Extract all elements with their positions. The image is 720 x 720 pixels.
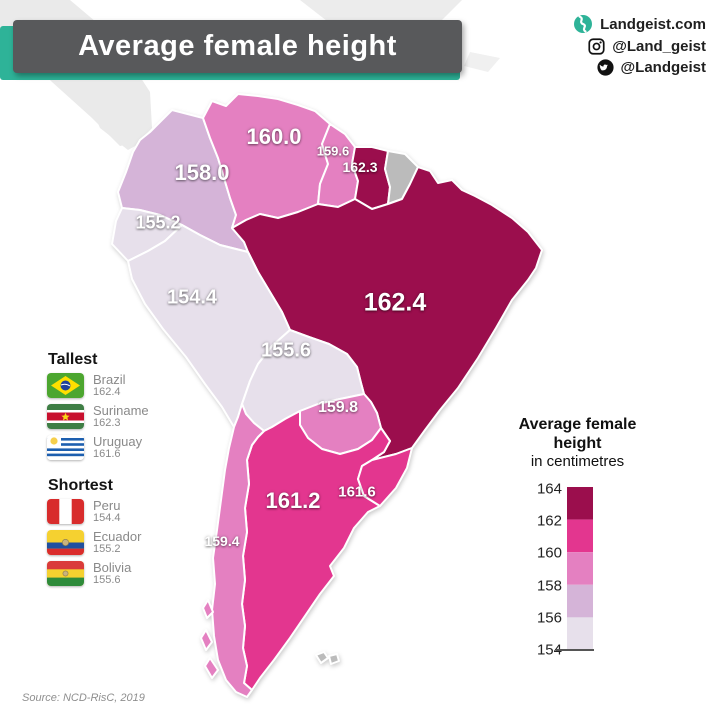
rank-row-ecuador: Ecuador 155.2: [47, 530, 141, 555]
map-label-guyana: 159.6: [316, 143, 350, 159]
map-label-colombia: 158.0: [174, 160, 230, 185]
map-label-suriname: 162.3: [342, 159, 378, 175]
legend-baseline-tick: [556, 649, 594, 651]
tallest-heading: Tallest: [48, 351, 98, 368]
rank-country-value: 155.2: [93, 543, 121, 555]
bolivia-flag-icon: [47, 561, 84, 586]
rank-row-uruguay: Uruguay 161.6: [47, 435, 142, 460]
instagram-icon: [588, 38, 605, 55]
social-links: Landgeist.com @Land_geist @Landgeist: [573, 14, 706, 76]
legend-title-bold: Average female height: [518, 416, 637, 452]
suriname-flag-icon: [47, 404, 84, 429]
website-link[interactable]: Landgeist.com: [573, 14, 706, 34]
map-label-chile: 159.4: [204, 533, 240, 549]
rank-country-name: Bolivia: [93, 560, 132, 575]
twitter-icon: [596, 59, 614, 76]
rank-country-name: Peru: [93, 498, 121, 513]
map-label-brazil: 162.4: [363, 288, 427, 317]
twitter-handle: @Landgeist: [620, 59, 706, 76]
map-label-venezuela: 160.0: [246, 124, 302, 149]
map-label-uruguay: 161.6: [338, 483, 376, 501]
rank-row-brazil: Brazil 162.4: [47, 373, 126, 398]
title-banner: Average female height: [13, 20, 462, 73]
rank-country-name: Brazil: [93, 372, 126, 387]
rank-row-suriname: Suriname 162.3: [47, 404, 149, 429]
source-attribution: Source: NCD-RisC, 2019: [22, 692, 145, 704]
instagram-link[interactable]: @Land_geist: [588, 38, 706, 55]
rank-country-name: Ecuador: [93, 529, 142, 544]
uruguay-flag-icon: [47, 435, 84, 460]
brazil-flag-icon: [47, 373, 84, 398]
map-label-ecuador: 155.2: [135, 212, 181, 233]
rank-country-value: 155.6: [93, 574, 121, 586]
legend-tick-164: 164: [536, 480, 562, 498]
map-label-peru: 154.4: [166, 286, 218, 309]
legend-tick-156: 156: [536, 609, 562, 627]
country-argentina: [241, 410, 391, 691]
rank-country-value: 162.3: [93, 417, 121, 429]
falkland-islands: [315, 651, 340, 665]
rank-country-value: 161.6: [93, 448, 121, 460]
instagram-handle: @Land_geist: [612, 38, 706, 55]
country-uruguay: [357, 447, 413, 507]
map-label-bolivia: 155.6: [260, 339, 312, 362]
legend-tick-162: 162: [536, 512, 562, 530]
rank-row-bolivia: Bolivia 155.6: [47, 561, 131, 586]
rank-country-name: Suriname: [93, 403, 149, 418]
shortest-heading: Shortest: [48, 477, 113, 494]
map-label-argentina: 161.2: [265, 488, 321, 513]
peru-flag-icon: [47, 499, 84, 524]
rank-country-value: 154.4: [93, 512, 121, 524]
legend-title-sub: in centimetres: [530, 453, 625, 470]
legend-title: Average female height in centimetres: [505, 415, 650, 471]
chile-archipelago: [200, 599, 219, 679]
rank-row-peru: Peru 154.4: [47, 499, 121, 524]
ecuador-flag-icon: [47, 530, 84, 555]
page-title: Average female height: [78, 30, 397, 62]
twitter-link[interactable]: @Landgeist: [596, 59, 706, 76]
map-label-paraguay: 159.8: [317, 399, 359, 416]
country-chile: [211, 403, 265, 698]
website-label: Landgeist.com: [600, 15, 706, 33]
legend-tick-158: 158: [536, 577, 562, 595]
globe-icon: [574, 15, 593, 33]
rank-country-value: 162.4: [93, 386, 121, 398]
legend-color-bar: [567, 487, 593, 650]
legend-tick-160: 160: [536, 544, 562, 562]
legend-tick-154: 154: [536, 641, 562, 659]
rank-country-name: Uruguay: [93, 434, 143, 449]
